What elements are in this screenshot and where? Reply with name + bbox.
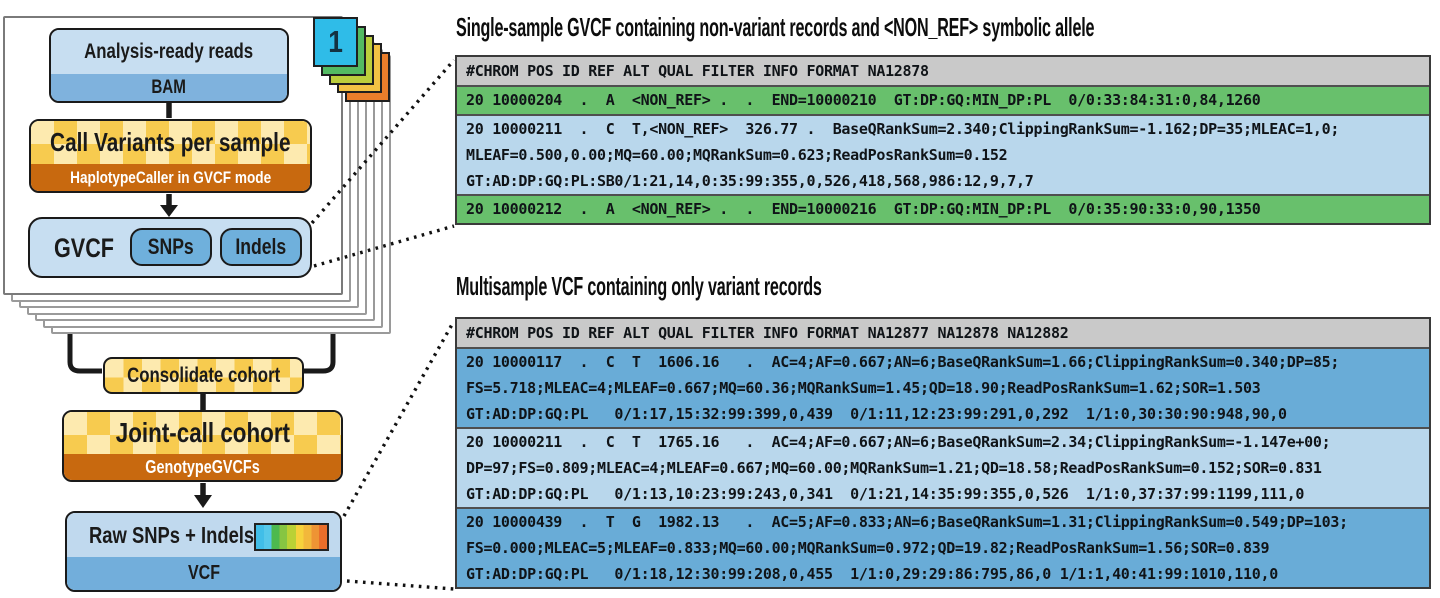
gvcf-record-line: GT:AD:DP:GQ:PL:SB0/1:21,14,0:35:99:355,0… bbox=[466, 172, 1034, 190]
haplotypecaller-bar: HaplotypeCaller in GVCF mode bbox=[31, 164, 310, 191]
arrowhead-joint-to-raw bbox=[194, 495, 212, 508]
analysis-ready-reads-box: Analysis-ready reads BAM bbox=[49, 28, 289, 103]
indels-pill: Indels bbox=[220, 228, 302, 266]
genotypegvcfs-bar: GenotypeGVCFs bbox=[64, 454, 341, 480]
dotted-line-gvcf-to-panel-bottom bbox=[313, 224, 455, 268]
call-variants-label: Call Variants per sample bbox=[50, 127, 291, 157]
raw-variants-label: Raw SNPs + Indels bbox=[89, 521, 255, 548]
gvcf-record-line: MLEAF=0.500,0.00;MQ=60.00;MQRankSum=0.62… bbox=[466, 146, 1008, 164]
consolidate-label: Consolidate cohort bbox=[126, 363, 281, 387]
sample-number: 1 bbox=[328, 24, 343, 59]
bam-format-bar: BAM bbox=[51, 74, 287, 101]
rainbow-strip-icon bbox=[254, 523, 329, 551]
genotypegvcfs-label: GenotypeGVCFs bbox=[145, 456, 260, 477]
call-variants-label-section: Call Variants per sample bbox=[31, 121, 310, 164]
gvcf-nonvariant-row: 20 10000212 . A <NON_REF> . . END=100002… bbox=[457, 194, 1429, 223]
arrowhead-call-to-gvcf bbox=[160, 205, 178, 217]
gvcf-variant-row: 20 10000211 . C T,<NON_REF> 326.77 . Bas… bbox=[457, 114, 1429, 194]
vcf-record-line: DP=97;FS=0.809;MLEAC=4;MLEAF=0.667;MQ=60… bbox=[466, 459, 1322, 477]
vcf-record-line: 20 10000211 . C T 1765.16 . AC=4;AF=0.66… bbox=[466, 433, 1331, 451]
snps-pill: SNPs bbox=[130, 228, 212, 266]
gvcf-record-line: 20 10000204 . A <NON_REF> . . END=100002… bbox=[466, 91, 1261, 109]
consolidate-cohort-box: Consolidate cohort bbox=[103, 357, 304, 394]
gvcf-panel: #CHROM POS ID REF ALT QUAL FILTER INFO F… bbox=[455, 55, 1431, 225]
gvcf-record-line: 20 10000211 . C T,<NON_REF> 326.77 . Bas… bbox=[466, 120, 1340, 138]
joint-call-label: Joint-call cohort bbox=[115, 417, 290, 448]
sample-card-1: 1 bbox=[313, 17, 358, 67]
haplotypecaller-label: HaplotypeCaller in GVCF mode bbox=[69, 167, 271, 187]
gvcf-nonvariant-row: 20 10000204 . A <NON_REF> . . END=100002… bbox=[457, 85, 1429, 114]
vcf-record-line: FS=5.718;MLEAC=4;MLEAF=0.667;MQ=60.36;MQ… bbox=[466, 379, 1261, 397]
merge-bracket-left bbox=[67, 334, 102, 374]
snps-label: SNPs bbox=[147, 234, 194, 259]
reads-label: Analysis-ready reads bbox=[84, 40, 254, 63]
gvcf-record-line: 20 10000212 . A <NON_REF> . . END=100002… bbox=[466, 200, 1261, 218]
bam-label: BAM bbox=[151, 76, 187, 98]
vcf-header-row: #CHROM POS ID REF ALT QUAL FILTER INFO F… bbox=[457, 319, 1429, 347]
vcf-variant-row: 20 10000117 . C T 1606.16 . AC=4;AF=0.66… bbox=[457, 347, 1429, 427]
vcf-panel-title: Multisample VCF containing only variant … bbox=[456, 271, 822, 301]
dotted-line-vcf-to-panel-bottom bbox=[346, 579, 455, 591]
joint-call-label-section: Joint-call cohort bbox=[64, 412, 341, 454]
vcf-record-line: FS=0.000;MLEAC=5;MLEAF=0.833;MQ=60.00;MQ… bbox=[466, 539, 1270, 557]
vcf-panel: #CHROM POS ID REF ALT QUAL FILTER INFO F… bbox=[455, 317, 1431, 589]
joint-call-cohort-box: Joint-call cohort GenotypeGVCFs bbox=[62, 410, 343, 482]
vcf-record-line: GT:AD:DP:GQ:PL 0/1:18,12:30:99:208,0,455… bbox=[466, 565, 1278, 583]
gvcf-panel-title: Single-sample GVCF containing non-varian… bbox=[456, 12, 1095, 42]
vcf-record-line: 20 10000439 . T G 1982.13 . AC=5;AF=0.83… bbox=[466, 513, 1348, 531]
reads-label-section: Analysis-ready reads bbox=[51, 30, 287, 74]
gvcf-header-text: #CHROM POS ID REF ALT QUAL FILTER INFO F… bbox=[466, 62, 929, 80]
merge-bracket-right bbox=[304, 334, 336, 374]
gvcf-output-box: GVCF SNPs Indels bbox=[28, 217, 312, 278]
vcf-label: VCF bbox=[187, 562, 220, 584]
vcf-variant-row: 20 10000211 . C T 1765.16 . AC=4;AF=0.66… bbox=[457, 427, 1429, 507]
gvcf-label: GVCF bbox=[54, 233, 115, 263]
vcf-header-text: #CHROM POS ID REF ALT QUAL FILTER INFO F… bbox=[466, 324, 1069, 342]
indels-label: Indels bbox=[235, 234, 287, 259]
vcf-record-line: GT:AD:DP:GQ:PL 0/1:13,10:23:99:243,0,341… bbox=[466, 485, 1305, 503]
gvcf-header-row: #CHROM POS ID REF ALT QUAL FILTER INFO F… bbox=[457, 57, 1429, 85]
raw-label-section: Raw SNPs + Indels bbox=[67, 513, 340, 557]
vcf-record-line: 20 10000117 . C T 1606.16 . AC=4;AF=0.66… bbox=[466, 353, 1340, 371]
raw-variants-box: Raw SNPs + Indels VCF bbox=[65, 511, 342, 592]
vcf-record-line: GT:AD:DP:GQ:PL 0/1:17,15:32:99:399,0,439… bbox=[466, 405, 1287, 423]
dotted-line-vcf-to-panel-top bbox=[342, 320, 456, 517]
vcf-format-bar: VCF bbox=[67, 557, 340, 590]
call-variants-box: Call Variants per sample HaplotypeCaller… bbox=[29, 119, 312, 193]
vcf-variant-row: 20 10000439 . T G 1982.13 . AC=5;AF=0.83… bbox=[457, 507, 1429, 587]
